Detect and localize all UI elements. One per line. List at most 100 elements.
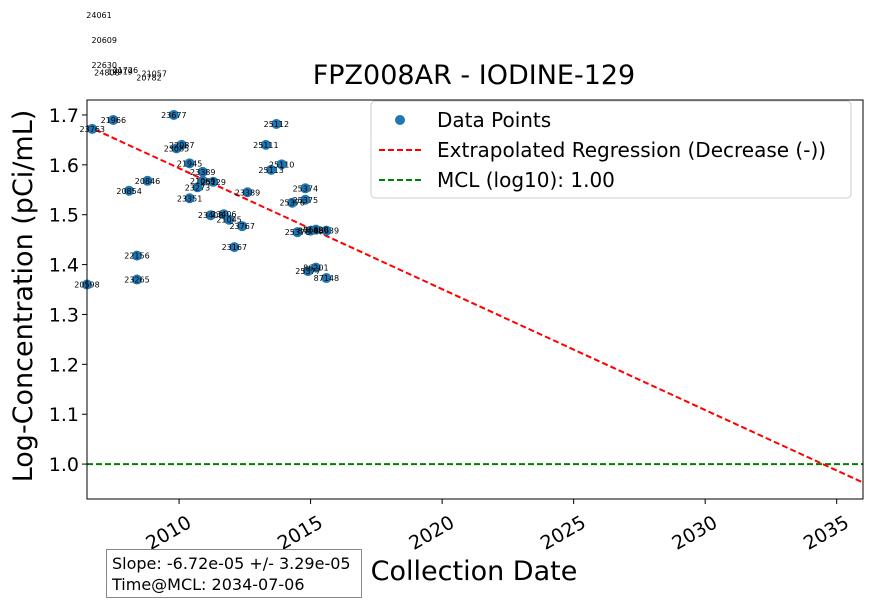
data-point <box>124 185 135 196</box>
legend: Data Points Extrapolated Regression (Dec… <box>370 100 852 199</box>
data-point <box>321 225 332 236</box>
data-point-label: 87148 <box>314 274 339 283</box>
data-point-label: 21069 <box>190 177 215 186</box>
time-at-mcl-text: Time@MCL: 2034-07-06 <box>112 575 305 594</box>
data-point <box>276 159 287 170</box>
data-point <box>168 109 179 120</box>
data-point <box>192 182 203 193</box>
data-point <box>131 250 142 261</box>
data-point-label: 23273 <box>185 183 210 192</box>
y-tick-label: 1.0 <box>49 454 79 476</box>
data-point <box>242 187 253 198</box>
data-point-label: 21045 <box>216 216 241 225</box>
y-tick-label: 1.1 <box>49 404 79 426</box>
out-of-range-label: 21057 <box>142 70 167 79</box>
x-tick-label: 2035 <box>800 511 853 554</box>
data-point <box>131 274 142 285</box>
x-tick-label: 2020 <box>405 511 458 554</box>
x-tick-label: 2030 <box>668 511 721 554</box>
data-point-label: 86620 <box>303 226 328 235</box>
y-tick-label: 1.4 <box>49 255 79 277</box>
data-point-label: 23085 <box>164 144 189 153</box>
y-tick-label: 1.5 <box>49 205 79 227</box>
plot-frame <box>86 99 864 500</box>
data-point-label: 87148 <box>298 227 323 236</box>
data-point <box>302 266 313 277</box>
data-point-label: 25112 <box>264 120 289 129</box>
data-point <box>171 143 182 154</box>
out-of-range-label: 22630 <box>92 61 117 70</box>
y-tick-label: 1.6 <box>49 155 79 177</box>
data-point <box>300 194 311 205</box>
data-point <box>87 123 98 134</box>
data-point-label: 23767 <box>229 222 254 231</box>
data-point-label: 25378 <box>285 228 310 237</box>
data-point-label: 23351 <box>177 194 202 203</box>
x-axis-title: Collection Date <box>371 556 578 587</box>
data-point-label: 25110 <box>269 160 294 169</box>
data-point-label: 86639 <box>314 227 339 236</box>
chart-title: FPZ008AR - IODINE-129 <box>313 60 635 91</box>
regression-line <box>87 125 863 484</box>
y-axis-title: Log-Concentration (pCi/mL) <box>8 110 39 483</box>
data-point <box>229 242 240 253</box>
data-point-label: 23408 <box>198 211 223 220</box>
data-point-label: 25375 <box>293 196 318 205</box>
data-point <box>287 197 298 208</box>
data-point <box>237 221 248 232</box>
data-point-label: 23265 <box>124 276 149 285</box>
data-point <box>266 164 277 175</box>
data-point-label: 25129 <box>201 178 226 187</box>
data-point-label: 22156 <box>124 252 149 261</box>
legend-label-regression: Extrapolated Regression (Decrease (-)) <box>437 138 826 162</box>
data-point <box>310 262 321 273</box>
data-point <box>208 176 219 187</box>
data-point-label: 20846 <box>135 177 160 186</box>
data-point <box>184 193 195 204</box>
data-point-label: 20854 <box>116 187 141 196</box>
out-of-range-label: 21726 <box>113 66 138 75</box>
slope-text: Slope: -6.72e-05 +/- 3.29e-05 <box>112 554 351 573</box>
y-tick-label: 1.2 <box>49 354 79 376</box>
legend-box <box>370 100 852 199</box>
data-point-label: 23389 <box>235 188 260 197</box>
data-point-label: 25376 <box>279 199 304 208</box>
data-point <box>310 224 321 235</box>
legend-label-data-points: Data Points <box>437 108 551 132</box>
data-point <box>321 273 332 284</box>
stats-box: Slope: -6.72e-05 +/- 3.29e-05 Time@MCL: … <box>106 549 362 598</box>
out-of-range-label: 20782 <box>136 74 161 83</box>
data-point <box>271 118 282 129</box>
data-point-label: 22087 <box>169 141 194 150</box>
data-point <box>184 158 195 169</box>
out-of-range-label: 24808 <box>94 69 119 78</box>
data-point-label: 23406 <box>211 210 236 219</box>
data-point <box>108 114 119 125</box>
data-point-label: 25111 <box>253 141 278 150</box>
out-of-range-label: 20609 <box>92 36 117 45</box>
data-point <box>142 175 153 186</box>
data-point <box>260 139 271 150</box>
data-point <box>292 227 303 238</box>
data-point <box>300 183 311 194</box>
out-of-range-label: 24061 <box>86 11 111 20</box>
legend-label-mcl: MCL (log10): 1.00 <box>437 168 615 192</box>
data-point <box>224 214 235 225</box>
data-point-label: 25374 <box>293 184 318 193</box>
data-point-label: 21945 <box>177 159 202 168</box>
legend-marker-data-points <box>395 115 405 125</box>
data-point-label: 25377 <box>295 267 320 276</box>
data-point-label: 23167 <box>222 243 247 252</box>
y-tick-label: 1.7 <box>49 105 79 127</box>
x-tick-label: 2025 <box>537 511 590 554</box>
data-point <box>197 166 208 177</box>
data-point-label: 23677 <box>161 111 186 120</box>
data-point-label: 21966 <box>101 116 126 125</box>
data-point-label: 23389 <box>190 168 215 177</box>
data-point-label: 86201 <box>303 264 328 273</box>
data-point-label: 23763 <box>80 125 105 134</box>
out-of-range-label: 19919 <box>107 68 132 77</box>
data-point-label: 25113 <box>258 166 283 175</box>
y-tick-label: 1.3 <box>49 304 79 326</box>
